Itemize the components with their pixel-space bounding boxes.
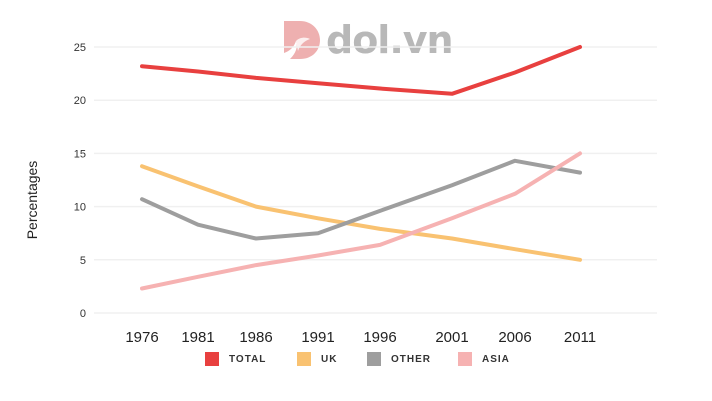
legend-label: OTHER xyxy=(391,353,431,365)
legend-item-other: OTHER xyxy=(367,352,431,366)
series-line-total xyxy=(140,45,582,96)
x-tick-label: 1991 xyxy=(301,329,334,346)
y-tick-label: 10 xyxy=(74,202,86,214)
legend-label: UK xyxy=(321,353,338,365)
x-tick-label: 1981 xyxy=(181,329,214,346)
x-tick-label: 2001 xyxy=(435,329,468,346)
legend-item-uk: UK xyxy=(297,352,337,366)
legend-swatch xyxy=(367,352,381,366)
legend-swatch xyxy=(297,352,311,366)
legend-swatch xyxy=(458,352,472,366)
legend-item-asia: ASIA xyxy=(458,352,510,366)
x-tick-label: 2006 xyxy=(498,329,531,346)
series-line-uk xyxy=(140,164,582,262)
series-line-other xyxy=(140,158,582,241)
x-tick-label: 1996 xyxy=(363,329,396,346)
series-line-asia xyxy=(140,151,582,291)
dol-logo-icon xyxy=(284,21,320,59)
y-axis-label: Percentages xyxy=(24,160,40,240)
x-tick-label: 1986 xyxy=(239,329,272,346)
y-tick-label: 25 xyxy=(74,42,86,54)
legend-label: TOTAL xyxy=(229,353,267,365)
x-tick-label: 1976 xyxy=(125,329,158,346)
legend: TOTAL UK OTHER ASIA xyxy=(0,352,712,368)
legend-item-total: TOTAL xyxy=(205,352,266,366)
x-tick-label: 2011 xyxy=(564,329,596,346)
y-tick-label: 15 xyxy=(74,148,86,160)
y-tick-label: 0 xyxy=(80,308,86,320)
y-tick-label: 20 xyxy=(74,95,86,107)
legend-label: ASIA xyxy=(482,353,510,365)
watermark-logo: dol.vn xyxy=(282,18,454,62)
y-tick-label: 5 xyxy=(80,255,86,267)
legend-swatch xyxy=(205,352,219,366)
watermark-text: dol.vn xyxy=(326,18,454,62)
